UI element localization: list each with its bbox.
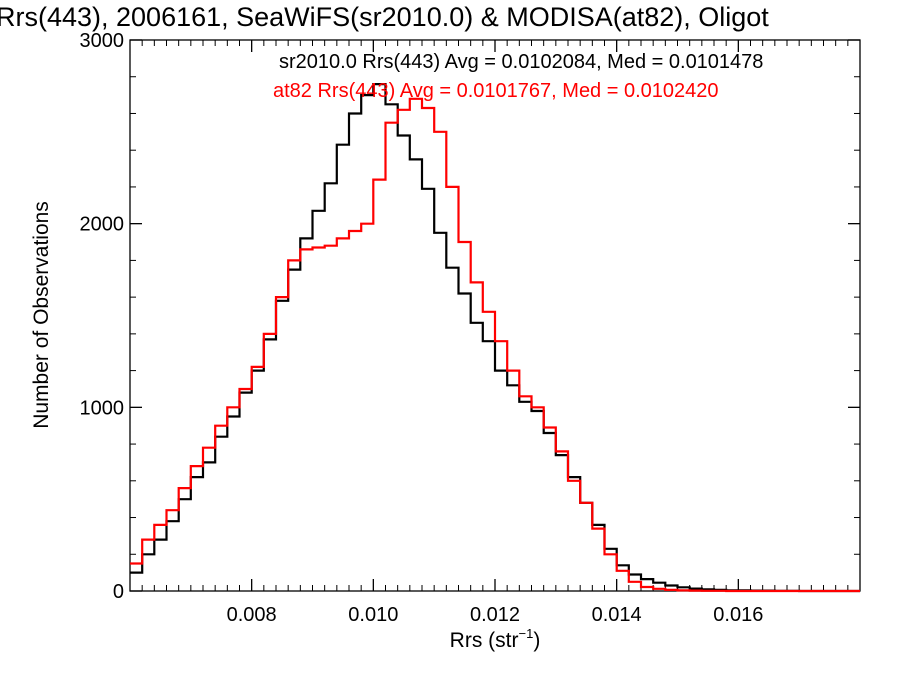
x-tick-label: 0.010 — [348, 604, 398, 626]
series-line-at82 — [130, 97, 860, 593]
x-tick-label: 0.016 — [713, 604, 763, 626]
annotation-layer: sr2010.0 Rrs(443) Avg = 0.0102084, Med =… — [273, 51, 763, 102]
plot-area: 0 1000 2000 3000 0.008 0.010 0.012 0.014 0.016 — [80, 30, 861, 626]
x-axis-label-main: Rrs (str — [450, 629, 519, 652]
x-axis-label-tail: ) — [533, 629, 540, 652]
y-tick-label: 1000 — [80, 397, 125, 419]
series-line-sr2010 — [130, 83, 860, 593]
y-tick-label: 3000 — [80, 30, 125, 52]
x-tick-label: 0.008 — [227, 604, 277, 626]
y-tick-label: 0 — [113, 581, 124, 603]
x-axis-label-sup: −1 — [519, 626, 534, 641]
y-axis-label: Number of Observations — [30, 201, 53, 429]
annotation-sr2010: sr2010.0 Rrs(443) Avg = 0.0102084, Med =… — [279, 51, 763, 73]
series-layer — [130, 83, 860, 593]
annotation-at82: at82 Rrs(443) Avg = 0.0101767, Med = 0.0… — [273, 80, 719, 102]
x-tick-label: 0.012 — [470, 604, 520, 626]
chart-title: Rrs(443), 2006161, SeaWiFS(sr2010.0) & M… — [0, 2, 769, 32]
y-tick-label: 2000 — [80, 214, 125, 236]
y-axis: 0 1000 2000 3000 — [80, 30, 860, 603]
x-tick-label: 0.014 — [592, 604, 642, 626]
x-axis-label: Rrs (str−1) — [450, 626, 541, 652]
